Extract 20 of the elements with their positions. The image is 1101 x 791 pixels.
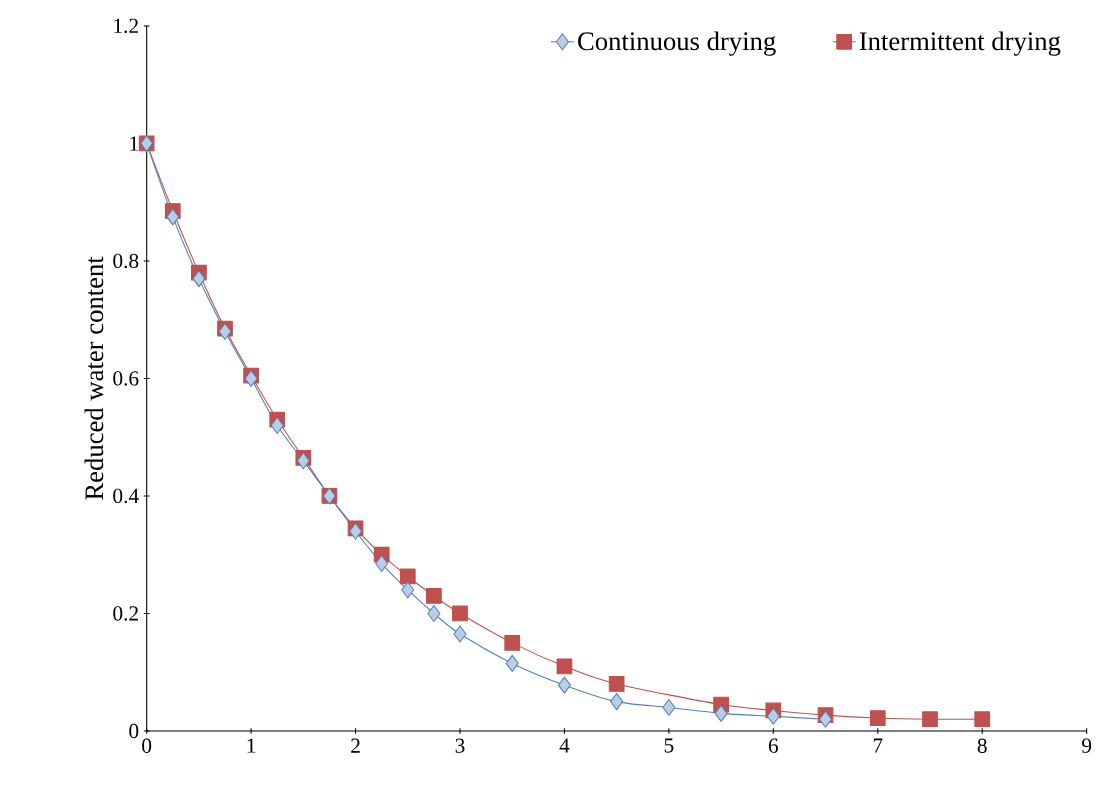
y-tick-label: 0.6 <box>113 371 139 386</box>
x-tick-label: 2 <box>351 738 360 753</box>
y-tick-label: 0.4 <box>113 488 139 504</box>
y-tick-label: 0 <box>129 723 139 739</box>
y-tick-label: 1.2 <box>114 18 138 34</box>
x-tick-label: 3 <box>455 738 465 753</box>
legend-label: Continuous drying <box>578 31 776 56</box>
x-tick-label: 6 <box>768 738 779 753</box>
y-axis-title: Reduced water content <box>84 256 104 500</box>
x-tick-label: 5 <box>664 738 674 753</box>
x-tick-label: 7 <box>873 738 883 753</box>
x-tick-label: 8 <box>977 738 987 753</box>
x-tick-label: 9 <box>1082 738 1092 753</box>
x-tick-label: 1 <box>247 738 256 753</box>
legend-label: Intermittent drying <box>859 31 1061 56</box>
x-tick-label: 0 <box>142 738 152 753</box>
y-tick-label: 0.8 <box>113 253 139 269</box>
x-tick-label: 4 <box>559 738 570 753</box>
y-tick-label: 1 <box>130 136 138 151</box>
y-tick-label: 0.2 <box>113 606 138 621</box>
